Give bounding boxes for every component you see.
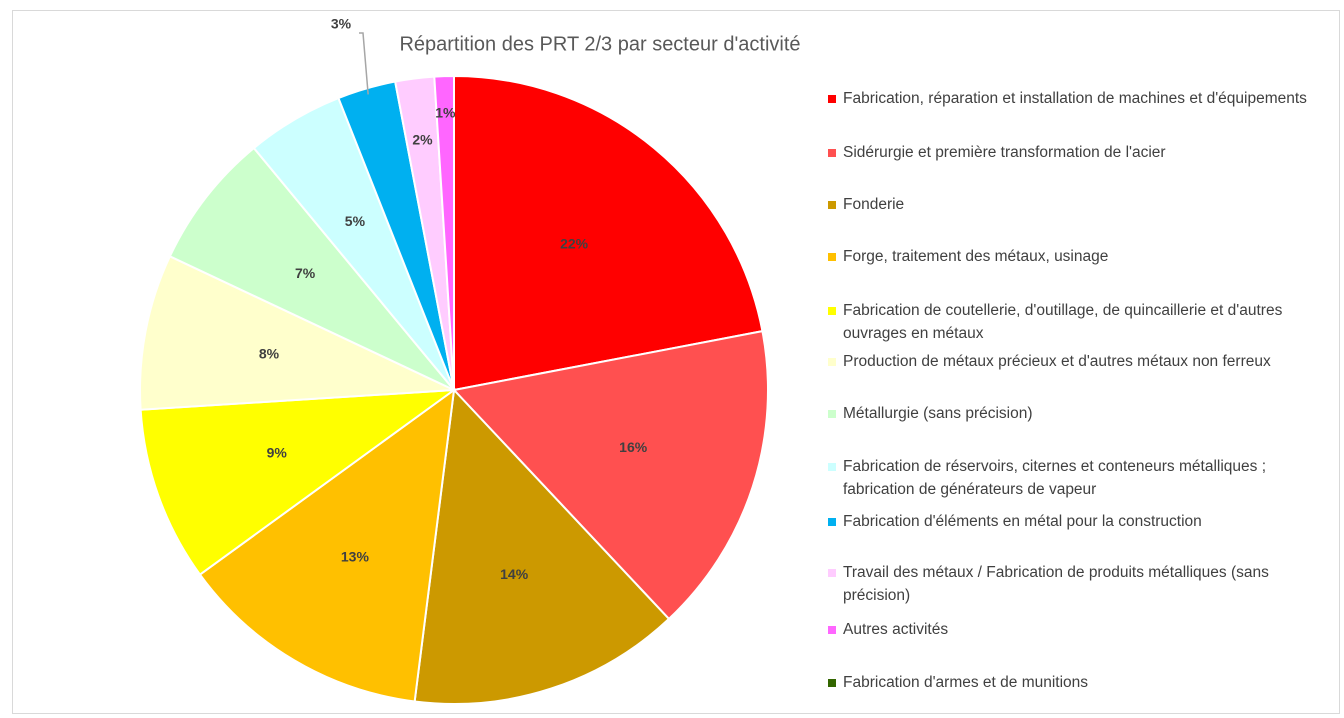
legend-item: Travail des métaux / Fabrication de prod…	[828, 561, 1338, 607]
legend-swatch	[828, 95, 836, 103]
legend-swatch	[828, 201, 836, 209]
data-label: 22%	[560, 236, 589, 252]
data-label: 2%	[412, 131, 433, 147]
chart-title: Répartition des PRT 2/3 par secteur d'ac…	[399, 33, 800, 55]
legend-swatch	[828, 569, 836, 577]
legend-label: Fonderie	[843, 196, 905, 213]
legend-item: Fabrication de coutellerie, d'outillage,…	[828, 299, 1338, 345]
pie-slice	[433, 74, 455, 391]
pie-slice	[168, 146, 455, 391]
legend-label: Forge, traitement des métaux, usinage	[843, 248, 1109, 265]
legend-label: Fabrication de réservoirs, citernes et c…	[843, 458, 1267, 498]
legend-swatch	[828, 253, 836, 261]
legend-swatch	[828, 679, 836, 687]
legend-item: Fonderie	[828, 193, 1338, 216]
pie-slice	[413, 387, 671, 705]
pie-slice	[452, 329, 769, 621]
chart-frame	[12, 10, 1340, 714]
legend-item: Production de métaux précieux et d'autre…	[828, 350, 1338, 373]
legend-label: Autres activités	[843, 621, 949, 638]
legend-swatch	[828, 410, 836, 418]
legend-label: Travail des métaux / Fabrication de prod…	[843, 564, 1269, 604]
legend-label: Fabrication, réparation et installation …	[843, 90, 1307, 107]
data-label: 8%	[259, 345, 280, 361]
data-label: 7%	[295, 265, 316, 281]
legend-swatch	[828, 149, 836, 157]
legend-item: Fabrication de réservoirs, citernes et c…	[828, 455, 1338, 501]
legend-label: Production de métaux précieux et d'autre…	[843, 353, 1271, 370]
legend-item: Autres activités	[828, 618, 1338, 641]
data-label: 16%	[619, 439, 648, 455]
legend-swatch	[828, 626, 836, 634]
legend-label: Fabrication de coutellerie, d'outillage,…	[843, 302, 1283, 342]
data-label: 5%	[345, 213, 366, 229]
pie-slice	[139, 388, 458, 576]
pie-slice	[453, 74, 764, 392]
legend-label: Fabrication d'armes et de munitions	[843, 674, 1089, 691]
legend-item: Fabrication d'armes et de munitions	[828, 671, 1338, 694]
legend-item: Métallurgie (sans précision)	[828, 402, 1338, 425]
legend-label: Fabrication d'éléments en métal pour la …	[843, 513, 1202, 530]
legend-label: Métallurgie (sans précision)	[843, 405, 1033, 422]
legend-swatch	[828, 518, 836, 526]
legend-item: Fabrication d'éléments en métal pour la …	[828, 510, 1338, 533]
legend-swatch	[828, 307, 836, 315]
legend-item: Sidérurgie et première transformation de…	[828, 141, 1338, 164]
data-label: 14%	[500, 566, 529, 582]
data-label: 13%	[341, 548, 370, 564]
leader-line	[359, 32, 369, 95]
data-label: 9%	[267, 445, 288, 461]
data-label: 3%	[331, 16, 352, 32]
legend-item: Fabrication, réparation et installation …	[828, 87, 1338, 110]
data-label: 1%	[435, 105, 456, 121]
legend-swatch	[828, 463, 836, 471]
pie-slice	[139, 254, 455, 411]
pie-slice	[198, 387, 456, 703]
legend-swatch	[828, 358, 836, 366]
legend-item: Forge, traitement des métaux, usinage	[828, 245, 1338, 268]
legend-label: Sidérurgie et première transformation de…	[843, 144, 1166, 161]
